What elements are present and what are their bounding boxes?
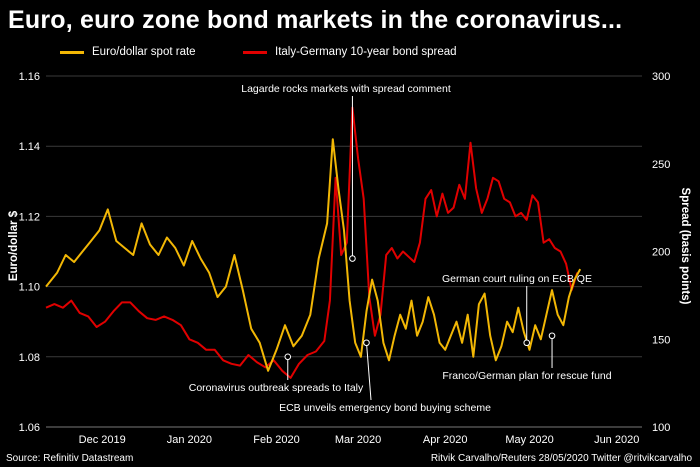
- legend-swatch-eurusd: [60, 50, 84, 54]
- annotation-marker: [548, 332, 556, 340]
- x-tick-label: Jun 2020: [594, 434, 639, 446]
- annotation-label: ECB unveils emergency bond buying scheme: [279, 402, 491, 414]
- left-tick-label: 1.14: [19, 141, 40, 153]
- annotation-marker: [363, 339, 370, 347]
- right-tick-label: 250: [652, 159, 670, 171]
- right-tick-label: 150: [652, 334, 670, 346]
- left-axis-title: Euro/dollar $: [8, 210, 20, 281]
- x-axis-ticks: Dec 2019 Jan 2020 Feb 2020 Mar 2020 Apr 2020…: [79, 434, 640, 446]
- right-tick-label: 300: [652, 71, 670, 83]
- left-tick-label: 1.08: [19, 352, 40, 364]
- annotation-marker: [284, 353, 292, 361]
- legend-item-spread: Italy-Germany 10-year bond spread: [243, 46, 457, 58]
- legend-label-spread: Italy-Germany 10-year bond spread: [275, 46, 457, 58]
- x-tick-label: May 2020: [505, 434, 553, 446]
- right-tick-label: 100: [652, 422, 670, 434]
- gridlines: [46, 75, 642, 428]
- left-axis-ticks: 1.06 1.08 1.10 1.12 1.14 1.16: [19, 71, 40, 434]
- annotation-label: Coronavirus outbreak spreads to Italy: [189, 382, 364, 394]
- credit-note: Ritvik Carvalho/Reuters 28/05/2020 Twitt…: [430, 453, 692, 464]
- legend-swatch-spread: [243, 50, 267, 54]
- series-lines: [45, 106, 582, 379]
- spread-line: [45, 106, 579, 379]
- eurusd-line: [45, 138, 582, 372]
- x-tick-label: Mar 2020: [335, 434, 381, 446]
- left-tick-label: 1.12: [19, 211, 40, 223]
- x-tick-label: Apr 2020: [423, 434, 468, 446]
- source-note: Source: Refinitiv Datastream: [6, 453, 134, 464]
- left-tick-label: 1.16: [19, 71, 40, 83]
- right-axis-title: Spread (basis points): [679, 188, 691, 305]
- chart-title: Euro, euro zone bond markets in the coro…: [8, 6, 623, 34]
- x-tick-label: Dec 2019: [79, 434, 126, 446]
- annotations: Lagarde rocks markets with spread commen…: [189, 83, 612, 414]
- annotation-marker: [349, 255, 356, 262]
- annotation-label: Lagarde rocks markets with spread commen…: [241, 83, 451, 95]
- annotation-marker: [523, 339, 531, 347]
- left-tick-label: 1.06: [19, 422, 40, 434]
- legend-label-eurusd: Euro/dollar spot rate: [92, 46, 196, 58]
- annotation-leader: [365, 342, 372, 401]
- annotation-label: German court ruling on ECB QE: [442, 273, 592, 285]
- legend-item-eurusd: Euro/dollar spot rate: [60, 46, 196, 58]
- annotation-label: Franco/German plan for rescue fund: [442, 370, 611, 382]
- right-tick-label: 200: [652, 247, 670, 259]
- x-tick-label: Jan 2020: [167, 434, 212, 446]
- left-tick-label: 1.10: [19, 282, 40, 294]
- right-axis-ticks: 100 150 200 250 300: [652, 71, 670, 434]
- x-tick-label: Feb 2020: [253, 434, 299, 446]
